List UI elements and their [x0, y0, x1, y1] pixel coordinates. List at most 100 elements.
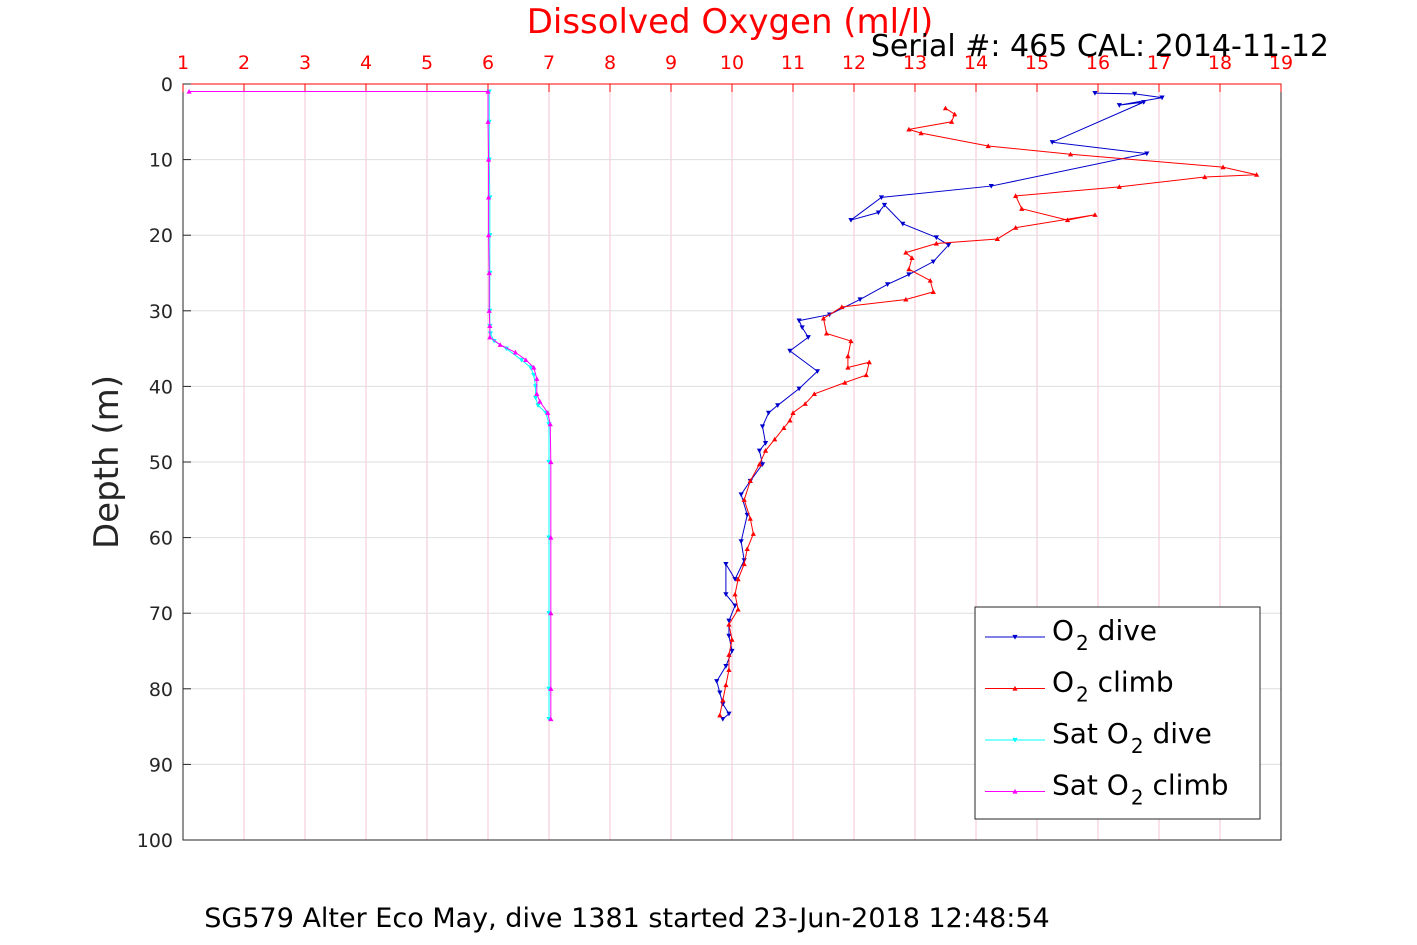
data-point — [487, 331, 494, 337]
data-point — [814, 369, 820, 374]
data-point — [903, 249, 909, 255]
data-point — [918, 130, 924, 136]
data-point — [878, 195, 885, 200]
data-point — [487, 334, 493, 340]
series-line — [716, 92, 1163, 720]
data-point — [486, 232, 492, 238]
y-tick-label: 80 — [149, 679, 173, 701]
data-point — [548, 459, 554, 465]
legend-label-subscript: 2 — [1076, 631, 1089, 655]
data-point — [900, 221, 906, 227]
data-point — [762, 441, 769, 446]
series-3 — [186, 88, 554, 722]
y-tick-label: 40 — [149, 376, 173, 398]
data-point — [548, 535, 554, 540]
data-point — [534, 376, 540, 381]
data-point — [1067, 151, 1074, 157]
legend-swatch-marker — [1012, 685, 1018, 691]
data-point — [486, 157, 492, 162]
legend-label-main: O — [1052, 666, 1074, 699]
y-axis-label: Depth (m) — [87, 375, 127, 549]
data-point — [735, 576, 741, 582]
data-point — [994, 236, 1000, 242]
data-point — [186, 88, 192, 94]
data-point — [811, 391, 817, 397]
data-point — [548, 610, 554, 616]
data-point — [726, 618, 732, 624]
data-point — [845, 353, 851, 359]
data-point — [732, 577, 738, 582]
data-point — [1019, 206, 1025, 211]
data-point — [857, 297, 863, 303]
legend-label-main: Sat O — [1052, 717, 1129, 750]
data-point — [949, 119, 955, 124]
x-tick-label: 13 — [903, 52, 927, 74]
x-tick-label: 19 — [1269, 52, 1293, 74]
data-point — [735, 606, 741, 612]
legend-label-suffix: climb — [1089, 666, 1174, 699]
legend-swatch-marker — [1012, 788, 1018, 794]
x-tick-label: 2 — [238, 52, 250, 74]
y-tick-label: 60 — [149, 528, 173, 550]
data-point — [787, 348, 793, 354]
caption: SG579 Alter Eco May, dive 1381 started 2… — [204, 903, 1049, 934]
series-line — [488, 91, 550, 720]
data-point — [1144, 151, 1150, 157]
data-point — [756, 461, 763, 467]
data-point — [729, 637, 735, 642]
data-point — [486, 194, 492, 200]
data-point — [1013, 193, 1019, 198]
x-tick-label: 16 — [1086, 52, 1110, 74]
data-point — [534, 391, 540, 397]
data-point — [491, 338, 497, 344]
data-point — [531, 364, 537, 370]
data-point — [485, 88, 491, 94]
data-point — [750, 531, 756, 536]
data-point — [1116, 103, 1122, 108]
data-point — [933, 240, 939, 246]
y-tick-label: 50 — [149, 452, 173, 474]
legend-label-suffix: dive — [1089, 614, 1157, 647]
data-point — [1092, 212, 1098, 217]
legend-label-main: O — [1052, 614, 1074, 647]
series-layer — [186, 88, 1260, 722]
data-point — [486, 270, 492, 276]
data-point — [720, 697, 726, 703]
data-point — [933, 235, 939, 241]
x-tick-label: 3 — [299, 52, 311, 74]
data-point — [1220, 164, 1226, 170]
data-point — [787, 417, 793, 423]
x-tick-label: 17 — [1147, 52, 1171, 74]
data-point — [909, 255, 915, 260]
data-point — [985, 143, 991, 149]
data-point — [945, 242, 952, 248]
y-tick-label: 30 — [149, 301, 173, 323]
y-tick-label: 20 — [149, 225, 173, 247]
data-point — [796, 318, 802, 324]
data-point — [723, 664, 729, 669]
ticks: 1 2 3 4 5 6 7 8 9 10 11 12 13 14 15 16 17 18 1901020304050… — [137, 52, 1293, 852]
data-point — [747, 478, 753, 483]
y-tick-label: 10 — [149, 150, 173, 172]
data-point — [548, 686, 554, 691]
data-point — [518, 357, 525, 363]
data-point — [720, 716, 726, 722]
data-point — [726, 621, 732, 627]
data-point — [741, 561, 747, 567]
data-point — [1202, 174, 1208, 180]
data-point — [906, 266, 912, 272]
y-tick-label: 90 — [149, 754, 173, 776]
data-point — [863, 372, 869, 378]
x-tick-label: 14 — [964, 52, 988, 74]
data-point — [717, 712, 723, 718]
data-point — [775, 403, 781, 408]
data-point — [881, 202, 888, 208]
